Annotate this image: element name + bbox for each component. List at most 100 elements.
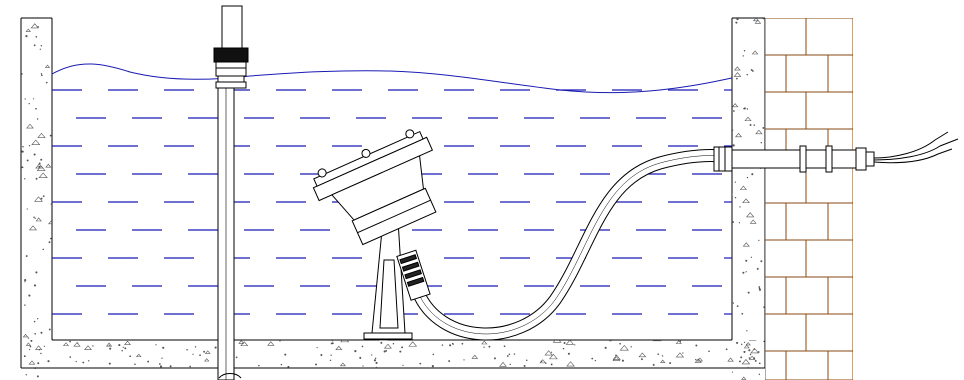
concrete-speck [746,108,749,110]
concrete-speck [155,344,157,346]
concrete-speck [134,363,136,366]
light-fixture [312,129,437,246]
concrete-speck [732,221,734,224]
concrete-speck [330,354,332,356]
concrete-speck [169,365,172,368]
concrete-aggregate [204,358,210,362]
concrete-speck [40,74,43,77]
concrete-speck [40,352,42,355]
standpipe [213,5,249,380]
concrete-speck [748,357,751,359]
concrete-speck [448,360,451,363]
concrete-speck [50,237,52,240]
concrete-speck [732,129,734,131]
concrete-speck [147,360,150,363]
concrete-aggregate [340,340,350,343]
concrete-speck [33,44,36,47]
concrete-speck [24,278,27,282]
concrete-speck [734,181,737,183]
concrete-speck [375,366,378,369]
concrete-speck [640,358,643,361]
concrete-speck [108,344,110,346]
concrete-speck [24,281,26,283]
concrete-speck [29,345,32,348]
concrete-speck [29,348,31,351]
concrete-aggregate [734,66,741,71]
concrete-speck [758,373,761,376]
concrete-speck [594,359,597,362]
concrete-aggregate [383,343,392,349]
concrete-aggregate [31,139,41,146]
concrete-aggregate [26,123,34,129]
concrete-aggregate [638,352,647,358]
concrete-speck [741,312,744,315]
concrete-speck [441,344,444,346]
concrete-aggregate [612,356,621,361]
concrete-speck [25,35,28,38]
concrete-speck [354,350,357,353]
concrete-aggregate [548,353,558,360]
concrete-speck [28,103,30,105]
concrete-speck [392,343,395,345]
concrete-speck [758,287,761,290]
concrete-aggregate [752,18,759,22]
concrete-speck [34,332,36,335]
concrete-aggregate [735,132,743,138]
concrete-speck [42,195,45,198]
concrete-aggregate [28,225,38,231]
concrete-aggregate [84,345,93,350]
concrete-aggregate [739,185,747,190]
concrete-speck [161,357,163,359]
concrete-speck [747,366,749,369]
concrete-aggregate [748,340,757,341]
concrete-speck [739,206,741,208]
concrete-speck [35,177,38,180]
concrete-speck [24,178,26,180]
concrete-speck [124,347,127,350]
concrete-speck [738,222,741,224]
concrete-speck [619,342,621,345]
concrete-speck [630,346,632,348]
concrete-aggregate [565,340,575,345]
concrete-speck [35,107,37,110]
concrete-speck [284,353,287,356]
brick-wall-outline [765,18,853,380]
concrete-aggregate [471,354,479,359]
concrete-speck [38,165,41,168]
concrete-aggregate [755,129,763,135]
concrete-aggregate [751,50,759,55]
concrete-aggregate [34,345,43,350]
concrete-speck [92,345,94,347]
concrete-speck [47,360,50,363]
concrete-speck [669,362,672,365]
concrete-speck [380,341,383,344]
concrete-speck [69,340,71,343]
concrete-speck [742,271,745,274]
concrete-speck [374,357,377,360]
concrete-speck [278,340,282,342]
concrete-aggregate [741,376,747,380]
pool-floor [21,339,765,369]
concrete-speck [34,217,36,219]
concrete-speck [401,346,404,349]
concrete-speck [109,347,112,350]
concrete-speck [30,340,33,342]
concrete-speck [88,360,90,362]
concrete-speck [758,286,761,288]
concrete-speck [69,356,72,358]
concrete-speck [488,345,491,348]
concrete-speck [715,340,717,341]
concrete-speck [756,267,759,270]
concrete-aggregate [660,359,666,363]
concrete-speck [49,134,52,137]
concrete-speck [40,331,43,334]
concrete-speck [203,350,206,353]
concrete-speck [763,306,765,308]
concrete-speck [48,328,51,331]
concrete-speck [743,350,746,353]
concrete-speck [695,358,697,361]
concrete-speck [682,352,684,354]
concrete-speck [33,216,35,218]
concrete-speck [45,81,48,84]
concrete-speck [508,353,511,355]
